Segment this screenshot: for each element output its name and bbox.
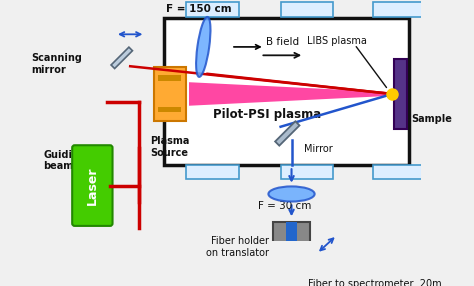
Text: Mirror: Mirror xyxy=(304,144,333,154)
Text: LIBS plasma: LIBS plasma xyxy=(307,36,367,46)
Bar xyxy=(273,222,310,272)
Text: Sample: Sample xyxy=(411,114,452,124)
Bar xyxy=(154,67,186,121)
Text: Fiber to spectrometer  20m: Fiber to spectrometer 20m xyxy=(308,279,442,286)
Text: F = 30 cm: F = 30 cm xyxy=(258,201,311,211)
Text: Plasma
Source: Plasma Source xyxy=(150,136,189,158)
FancyBboxPatch shape xyxy=(186,165,238,179)
FancyBboxPatch shape xyxy=(281,165,333,179)
FancyBboxPatch shape xyxy=(373,1,425,17)
Bar xyxy=(286,222,297,272)
FancyBboxPatch shape xyxy=(281,1,333,17)
Text: B field: B field xyxy=(266,37,299,47)
Polygon shape xyxy=(189,82,394,106)
Bar xyxy=(158,108,182,112)
Bar xyxy=(394,59,408,129)
Text: F = 150 cm: F = 150 cm xyxy=(166,4,232,14)
Text: Scanning
mirror: Scanning mirror xyxy=(31,53,82,75)
Polygon shape xyxy=(275,121,300,146)
Bar xyxy=(164,17,409,164)
Text: Guiding
beam: Guiding beam xyxy=(44,150,87,171)
FancyBboxPatch shape xyxy=(373,165,425,179)
FancyBboxPatch shape xyxy=(186,1,238,17)
Ellipse shape xyxy=(196,17,210,77)
Text: Fiber holder
on translator: Fiber holder on translator xyxy=(206,236,269,258)
Polygon shape xyxy=(111,47,132,69)
FancyBboxPatch shape xyxy=(72,145,112,226)
Text: Laser: Laser xyxy=(86,166,99,205)
Ellipse shape xyxy=(268,186,315,202)
Text: Pilot-PSI plasma: Pilot-PSI plasma xyxy=(213,108,321,122)
Bar xyxy=(158,76,182,81)
